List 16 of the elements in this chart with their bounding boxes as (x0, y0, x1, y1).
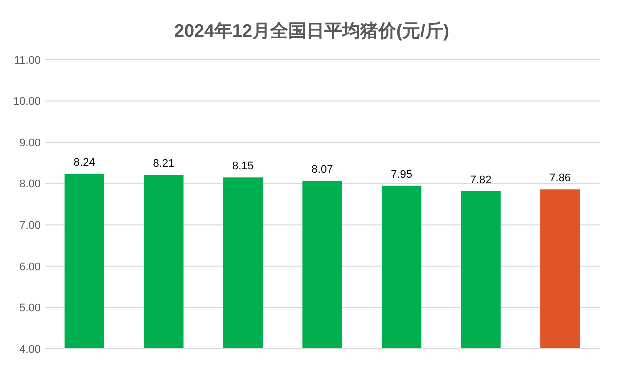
data-label: 7.86 (550, 172, 572, 185)
chart-title: 2024年12月全国日平均猪价(元/斤) (174, 21, 450, 41)
y-tick-label: 5.00 (20, 302, 41, 315)
data-label: 8.24 (74, 156, 96, 169)
y-tick-label: 7.00 (20, 220, 41, 232)
data-label: 8.07 (312, 164, 334, 176)
data-label: 7.82 (470, 174, 492, 186)
data-label: 7.95 (391, 168, 412, 181)
y-tick-label: 9.00 (20, 137, 41, 150)
y-tick-label: 6.00 (20, 261, 41, 274)
y-tick-label: 8.00 (20, 178, 41, 191)
data-label: 8.15 (232, 160, 254, 173)
y-tick-label: 11.00 (14, 54, 41, 67)
y-tick-label: 4.00 (20, 344, 41, 356)
data-label: 8.21 (153, 158, 175, 170)
y-tick-label: 10.00 (13, 96, 41, 108)
